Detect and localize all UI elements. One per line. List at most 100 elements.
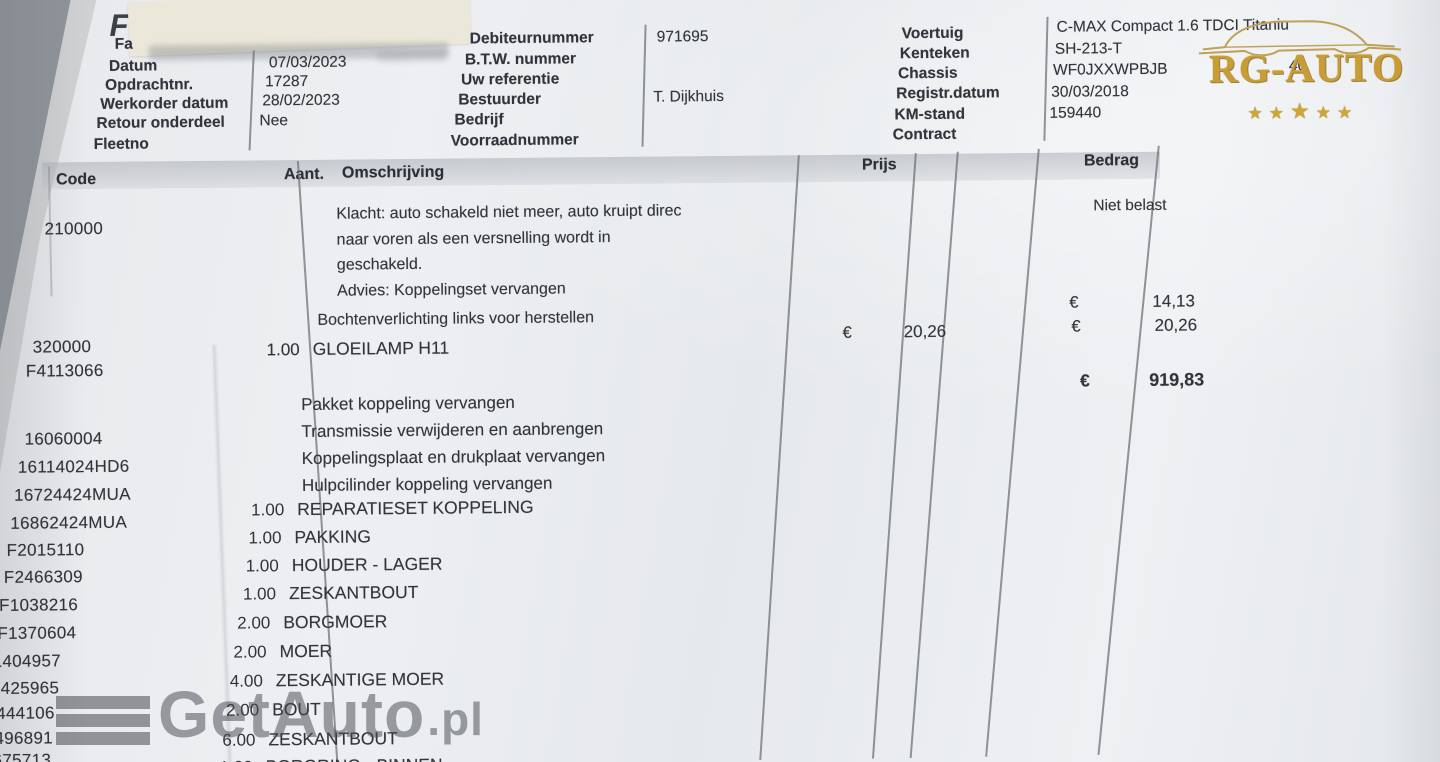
meta-label-retour-onderdeel: Retour onderdeel [96, 113, 225, 132]
meta-label-debiteurnummer: Debiteurnummer [469, 29, 594, 48]
star-icon: ★ [1268, 103, 1291, 123]
table-rule-prijs-right [871, 153, 917, 759]
meta-divider-middle [641, 24, 647, 147]
meta-value-debiteurnummer: 971695 [656, 28, 709, 46]
rating-stars: ★★★★★ [1247, 98, 1358, 125]
amount-cell: € 14,13 [1069, 291, 1195, 312]
table-header-omschrijving: Omschrijving [341, 163, 445, 182]
table-row: 1.00 BORGRING - BINNEN [183, 755, 443, 762]
meta-label-fleetno: Fleetno [93, 135, 149, 154]
code-cell: F1370604 [0, 623, 77, 643]
desc-cell: GLOEILAMP H11 [312, 337, 450, 359]
complaint-line: Klacht: auto schakeld niet meer, auto kr… [336, 202, 682, 223]
work-lines-block: Pakket koppeling vervangen Transmissie v… [301, 388, 605, 499]
table-header-band [41, 151, 1161, 190]
work-note: Bochtenverlichting links voor herstellen [317, 309, 595, 329]
work-line: Pakket koppeling vervangen [301, 392, 515, 415]
meta-value-datum: 07/03/2023 [268, 53, 347, 72]
work-line: Transmissie verwijderen en aanbrengen [301, 419, 604, 442]
euro-sign: € [842, 323, 852, 342]
table-header-prijs: Prijs [861, 156, 897, 174]
code-cell: 16060004 [24, 428, 103, 449]
code-cell: 16724424MUA [13, 484, 131, 505]
qty-cell: 1.00 [251, 500, 285, 520]
code-cell: F1038216 [0, 595, 79, 615]
redaction-smudge-small [376, 50, 447, 63]
desc-cell: ZESKANTBOUT [288, 581, 419, 604]
code-cell: 675713 [0, 750, 52, 762]
meta-divider-left [248, 50, 255, 151]
complaint-line: geschakeld. [336, 255, 423, 274]
table-header-code: Code [55, 170, 97, 189]
amount-cell: € 20,26 [1071, 315, 1197, 336]
code-cell: F2466309 [3, 567, 83, 587]
star-icon: ★ [1336, 102, 1359, 123]
meta-label-factuur: Fa [114, 35, 133, 53]
qty-cell: 1.00 [266, 340, 300, 360]
table-rule-prijs-left [759, 155, 800, 761]
desc-cell: BORGMOER [283, 611, 388, 633]
code-cell: 16114024HD6 [17, 456, 130, 477]
price-value: 20,26 [903, 321, 947, 342]
meta-value-kenteken: SH-213-T [1054, 40, 1123, 58]
meta-value-km-stand: 159440 [1049, 104, 1102, 122]
amount-value: 20,26 [1154, 315, 1198, 335]
euro-sign: € [1071, 317, 1081, 336]
work-line: Koppelingsplaat en drukplaat vervangen [301, 446, 606, 469]
meta-value-chassis: WF0JXXWPBJB [1052, 60, 1168, 79]
meta-label-contract: Contract [892, 125, 957, 144]
euro-sign: € [1079, 370, 1090, 391]
euro-sign: € [1069, 293, 1079, 312]
code-cell: 320000 [32, 337, 92, 357]
amount-cell: € 919,83 [1080, 369, 1204, 391]
code-cell: 1425965 [0, 678, 60, 699]
code-cell: F2015110 [6, 540, 85, 560]
table-row: 1.00 REPARATIESET KOPPELING [214, 497, 534, 521]
qty-cell: 1.00 [245, 556, 279, 576]
table-row: 1.00 PAKKING [211, 526, 371, 549]
table-rule-mid [909, 151, 959, 758]
complaint-line: naar voren als een versnelling wordt in [336, 228, 611, 249]
table-row: 1.00 ZESKANTBOUT [206, 582, 419, 605]
desc-cell: MOER [279, 640, 333, 662]
qty-cell: 1.00 [242, 584, 277, 604]
watermark-brand: GetAuto [158, 677, 426, 751]
code-cell: 1404957 [0, 651, 62, 671]
meta-label-km-stand: KM-stand [894, 105, 966, 124]
rg-auto-logo-text: RG-AUTO [1208, 44, 1405, 92]
work-line: Hulpcilinder koppeling vervangen [301, 473, 553, 496]
desc-cell: PAKKING [294, 526, 372, 548]
code-cell: 16862424MUA [10, 512, 128, 533]
menu-bars-icon [56, 696, 150, 750]
table-rule-bedrag-right [1097, 145, 1160, 755]
complaint-line: Advies: Koppelingset vervangen [337, 279, 566, 300]
table-row: 1.00 GLOEILAMP H11 [230, 338, 450, 361]
table-row: 1.00 HOUDER - LAGER [209, 554, 443, 577]
meta-value-werkorder-datum: 28/02/2023 [262, 91, 340, 110]
star-icon: ★ [1315, 103, 1338, 123]
code-cell: 210000 [44, 218, 104, 239]
price-cell: € 20,26 [842, 322, 946, 343]
meta-label-uw-referentie: Uw referentie [461, 70, 560, 89]
meta-label-voertuig: Voertuig [901, 24, 964, 43]
amount-value: 14,13 [1152, 291, 1195, 311]
complaint-block: Klacht: auto schakeld niet meer, auto kr… [336, 198, 682, 303]
watermark-text: GetAuto.pl [158, 676, 484, 752]
watermark-tld: .pl [427, 693, 484, 745]
amount-value: 919,83 [1149, 369, 1205, 390]
qty-cell: 1.00 [183, 758, 253, 762]
star-icon: ★ [1289, 98, 1316, 124]
desc-cell: BORGRING - BINNEN [266, 755, 443, 762]
meta-divider-vehicle [1043, 16, 1049, 141]
table-header-aant: Aant. [283, 165, 325, 184]
table-rule-bedrag-left [985, 148, 1040, 757]
code-cell: 496891 [0, 728, 54, 748]
tax-status: Niet belast [1093, 196, 1167, 215]
desc-cell: HOUDER - LAGER [291, 553, 443, 576]
meta-label-bedrijf: Bedrijf [454, 111, 504, 129]
meta-label-btw-nummer: B.T.W. nummer [464, 50, 577, 69]
meta-label-voorraadnummer: Voorraadnummer [450, 131, 579, 150]
